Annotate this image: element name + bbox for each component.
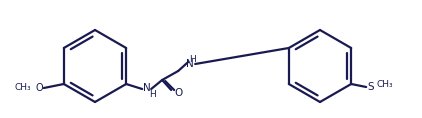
Text: O: O bbox=[174, 88, 182, 98]
Text: N: N bbox=[143, 83, 151, 93]
Text: CH₃: CH₃ bbox=[14, 83, 31, 92]
Text: H: H bbox=[149, 89, 155, 99]
Text: O: O bbox=[35, 83, 43, 93]
Text: N: N bbox=[186, 59, 194, 69]
Text: H: H bbox=[189, 55, 196, 63]
Text: S: S bbox=[367, 82, 374, 91]
Text: CH₃: CH₃ bbox=[376, 80, 393, 88]
